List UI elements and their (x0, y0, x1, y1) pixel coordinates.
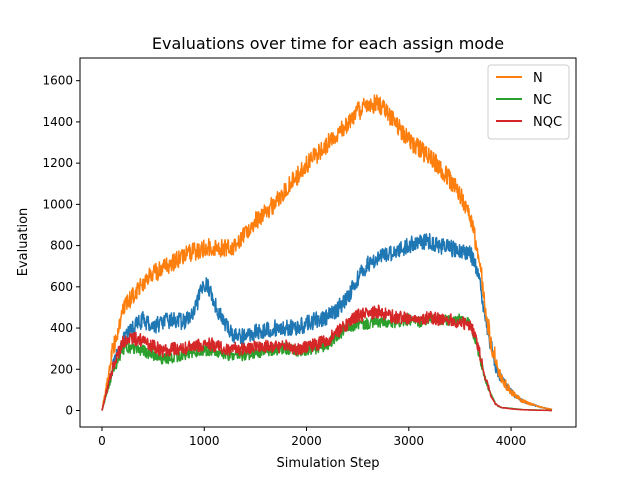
x-tick-label: 0 (98, 434, 106, 448)
y-tick-label: 0 (65, 404, 73, 418)
y-axis-label: Evaluation (16, 208, 31, 277)
series-line-n (101, 94, 553, 411)
legend-label-nc: NC (533, 93, 552, 108)
x-tick-label: 2000 (291, 434, 322, 448)
legend-label-n: N (533, 71, 543, 86)
legend: N NC NQC (487, 64, 570, 140)
y-tick-label: 1000 (42, 197, 73, 211)
y-tick-label: 1200 (42, 156, 73, 170)
x-tick-label: 3000 (394, 434, 425, 448)
x-axis-ticks: 0 1000 2000 3000 4000 (98, 427, 526, 448)
y-tick-label: 200 (50, 362, 73, 376)
x-axis-label: Simulation Step (277, 456, 380, 471)
legend-label-nqc: NQC (533, 115, 562, 130)
x-tick-label: 1000 (189, 434, 220, 448)
series-layer (101, 94, 553, 412)
y-tick-label: 1600 (42, 74, 73, 88)
y-tick-label: 800 (50, 239, 73, 253)
series-line-unlabeled (101, 232, 553, 411)
y-tick-label: 1400 (42, 115, 73, 129)
y-axis-ticks: 0 200 400 600 800 1000 1200 1400 1600 (42, 74, 80, 418)
chart-title: Evaluations over time for each assign mo… (152, 34, 504, 53)
plot-area-frame (79, 57, 577, 428)
x-tick-label: 4000 (496, 434, 527, 448)
y-tick-label: 400 (50, 321, 73, 335)
series-line-nqc (101, 304, 553, 412)
y-tick-label: 600 (50, 280, 73, 294)
